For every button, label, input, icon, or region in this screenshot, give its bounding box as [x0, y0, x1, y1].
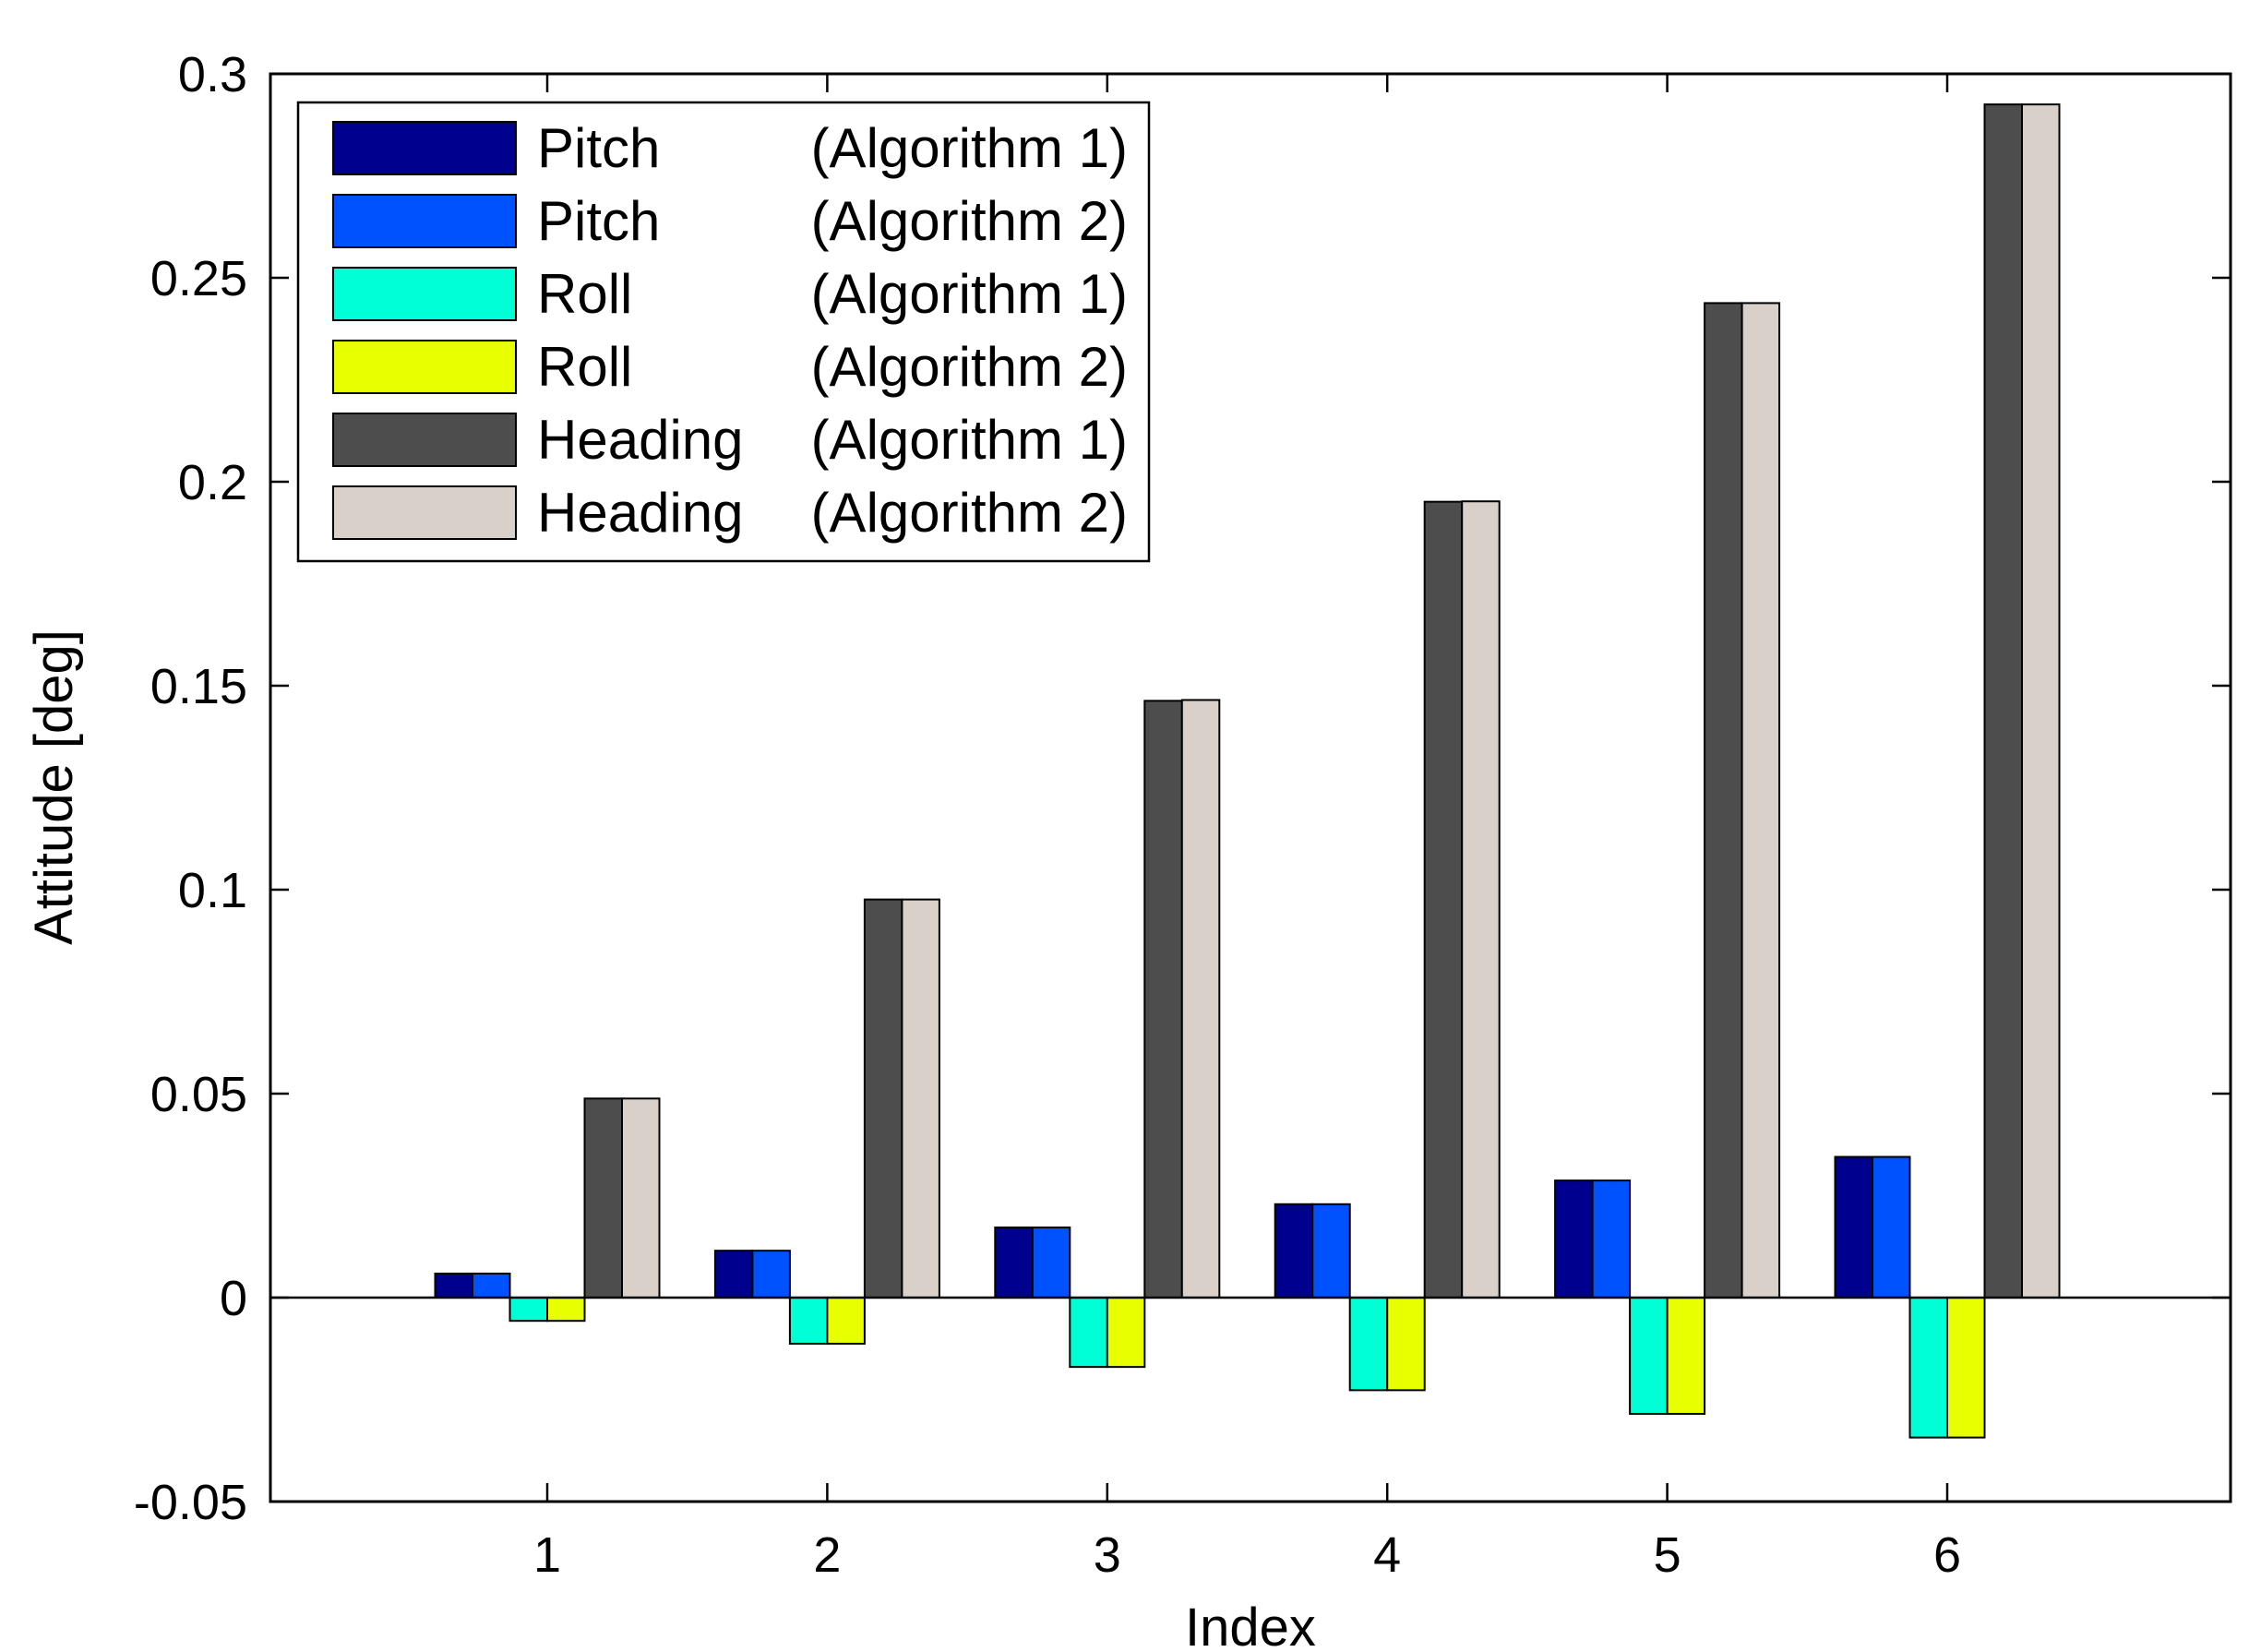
bar-series-3-cat-4 — [1666, 1297, 1706, 1415]
y-tick-label: 0 — [220, 1271, 247, 1326]
bar-series-1-cat-5 — [1872, 1155, 1911, 1299]
y-tick-label: 0.15 — [150, 659, 247, 714]
bar-series-5-cat-4 — [1741, 302, 1781, 1299]
y-tick-label: 0.1 — [178, 863, 247, 918]
legend-swatch — [332, 267, 517, 321]
x-tick-label: 5 — [1654, 1527, 1681, 1583]
bar-series-2-cat-2 — [1069, 1297, 1108, 1369]
bar-series-1-cat-2 — [1031, 1226, 1071, 1299]
y-tick-label: 0.2 — [178, 455, 247, 510]
bar-series-1-cat-1 — [751, 1250, 791, 1299]
bar-series-3-cat-2 — [1106, 1297, 1146, 1369]
legend-swatch — [332, 194, 517, 248]
bar-series-5-cat-3 — [1461, 500, 1501, 1299]
legend-series-algorithm: (Algorithm 1) — [811, 117, 1128, 179]
bar-series-4-cat-5 — [1983, 103, 2023, 1299]
legend-series-algorithm: (Algorithm 2) — [811, 482, 1128, 544]
x-axis: 1 2 3 4 5 6 — [533, 74, 1961, 1583]
legend-swatch — [332, 121, 517, 175]
bar-series-3-cat-0 — [546, 1297, 586, 1323]
legend-series-name: Pitch — [537, 190, 660, 252]
bar-series-5-cat-5 — [2021, 103, 2061, 1299]
bar-series-4-cat-2 — [1143, 700, 1183, 1299]
bar-series-0-cat-1 — [713, 1250, 754, 1299]
legend-series-name: Heading — [537, 482, 744, 544]
legend-swatch — [332, 413, 517, 467]
x-tick-label: 4 — [1373, 1527, 1401, 1583]
legend-box — [296, 101, 1151, 563]
bar-series-1-cat-4 — [1591, 1179, 1632, 1299]
y-tick-label: 0.3 — [178, 47, 247, 102]
x-axis-label: Index — [1185, 1598, 1316, 1652]
legend-swatch — [332, 485, 517, 540]
y-tick-label: 0.25 — [150, 251, 247, 306]
bar-series-2-cat-0 — [508, 1297, 548, 1323]
legend-series-name: Roll — [537, 336, 632, 398]
x-tick-label: 2 — [813, 1527, 841, 1583]
y-axis: -0.05 0 0.05 0.1 0.15 0.2 0.25 0.3 — [134, 47, 2231, 1530]
x-tick-label: 3 — [1094, 1527, 1121, 1583]
bar-series-2-cat-1 — [788, 1297, 829, 1345]
y-tick-label: 0.05 — [150, 1067, 247, 1122]
bar-series-0-cat-0 — [434, 1272, 473, 1299]
bar-series-0-cat-4 — [1554, 1179, 1594, 1299]
bar-series-1-cat-3 — [1311, 1203, 1351, 1299]
legend-series-algorithm: (Algorithm 2) — [811, 336, 1128, 398]
legend-swatch — [332, 340, 517, 394]
bar-series-2-cat-3 — [1348, 1297, 1389, 1392]
legend-series-name: Pitch — [537, 117, 660, 179]
bar-series-0-cat-5 — [1834, 1155, 1873, 1299]
x-tick-label: 6 — [1933, 1527, 1961, 1583]
legend-series-algorithm: (Algorithm 2) — [811, 190, 1128, 252]
bar-series-5-cat-1 — [901, 898, 940, 1299]
bar-series-4-cat-3 — [1423, 500, 1464, 1299]
bar-series-5-cat-0 — [621, 1097, 661, 1299]
legend-series-name: Heading — [537, 409, 744, 471]
bar-series-2-cat-5 — [1908, 1297, 1948, 1439]
legend-series-name: Roll — [537, 263, 632, 325]
legend-series-algorithm: (Algorithm 1) — [811, 263, 1128, 325]
bar-series-2-cat-4 — [1629, 1297, 1669, 1415]
x-tick-label: 1 — [533, 1527, 561, 1583]
bar-series-5-cat-2 — [1180, 699, 1221, 1299]
bar-series-3-cat-3 — [1386, 1297, 1426, 1392]
bar-series-3-cat-5 — [1946, 1297, 1986, 1439]
bar-series-4-cat-1 — [863, 898, 903, 1299]
bar-series-0-cat-3 — [1274, 1203, 1314, 1299]
bars-layer — [434, 103, 2061, 1439]
plot-frame — [269, 72, 2232, 1503]
bar-series-3-cat-1 — [826, 1297, 866, 1345]
legend-series-algorithm: (Algorithm 1) — [811, 409, 1128, 471]
bar-series-4-cat-4 — [1704, 302, 1743, 1299]
bar-series-0-cat-2 — [994, 1226, 1034, 1299]
bar-series-1-cat-0 — [472, 1272, 511, 1299]
legend: Pitch (Algorithm 1) Pitch (Algorithm 2) Roll… — [296, 101, 1151, 563]
y-axis-label: Attitude [deg] — [24, 629, 84, 945]
y-tick-label: -0.05 — [134, 1475, 247, 1530]
bar-series-4-cat-0 — [583, 1097, 623, 1299]
